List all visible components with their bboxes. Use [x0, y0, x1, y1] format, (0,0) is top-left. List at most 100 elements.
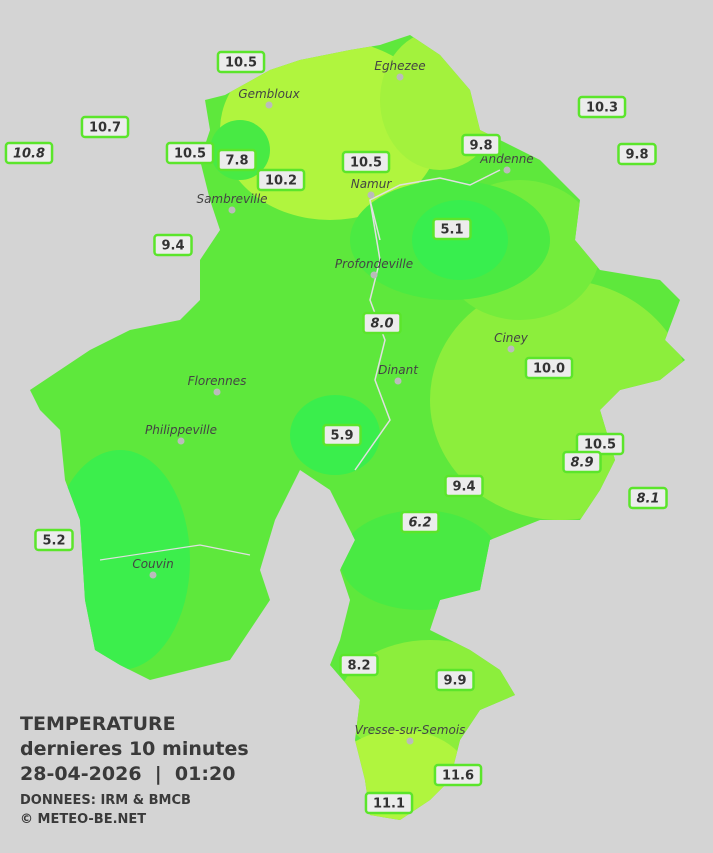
reading: 10.7 [80, 115, 130, 139]
reading: 10.5 [165, 141, 215, 165]
reading-value: 8.1 [636, 492, 659, 507]
reading: 8.1 [628, 486, 668, 510]
reading: 10.8 [4, 141, 54, 165]
city-label: Ciney [494, 331, 529, 345]
reading-box [4, 141, 54, 165]
reading-value: 10.2 [265, 174, 297, 189]
reading: 10.0 [524, 356, 574, 380]
reading-box [435, 668, 475, 692]
reading-box [432, 217, 472, 241]
reading-value: 7.8 [225, 154, 248, 169]
reading: 8.2 [339, 653, 379, 677]
reading-value: 5.1 [440, 223, 463, 238]
reading: 8.9 [562, 450, 602, 474]
reading: 10.5 [575, 432, 625, 456]
reading: 7.8 [217, 148, 257, 172]
reading-box [34, 528, 74, 552]
reading-box [364, 791, 414, 815]
city-label: Vresse-sur-Semois [355, 723, 466, 737]
reading: 9.4 [444, 474, 484, 498]
reading-box [628, 486, 668, 510]
city-dot [213, 388, 221, 396]
reading: 11.1 [364, 791, 414, 815]
reading: 10.5 [216, 50, 266, 74]
reading: 8.0 [362, 311, 402, 335]
reading-value: 10.7 [89, 121, 121, 136]
city-label: Eghezee [374, 59, 425, 73]
reading-value: 5.2 [42, 534, 65, 549]
city-dot [228, 206, 236, 214]
reading-value: 6.2 [408, 516, 431, 531]
reading-value: 10.5 [225, 56, 257, 71]
reading-box [256, 168, 306, 192]
reading-value: 10.5 [350, 156, 382, 171]
reading: 5.9 [322, 423, 362, 447]
city-dot [507, 345, 515, 353]
reading-box [80, 115, 130, 139]
reading-box [524, 356, 574, 380]
reading-value: 10.8 [13, 147, 45, 162]
reading-box [433, 763, 483, 787]
reading: 9.8 [617, 142, 657, 166]
reading: 10.3 [577, 95, 627, 119]
city-label: Philippeville [145, 423, 217, 437]
city-dot [503, 166, 511, 174]
city-label: Couvin [132, 557, 173, 571]
reading: 9.8 [461, 133, 501, 157]
river [354, 199, 391, 471]
reading-box [562, 450, 602, 474]
reading-value: 9.4 [161, 239, 184, 254]
reading-box [617, 142, 657, 166]
border-line [99, 544, 251, 561]
reading-value: 10.5 [174, 147, 206, 162]
reading-box [362, 311, 402, 335]
city-dot [396, 73, 404, 81]
reading: 6.2 [400, 510, 440, 534]
reading: 9.9 [435, 668, 475, 692]
reading: 10.2 [256, 168, 306, 192]
reading: 9.4 [153, 233, 193, 257]
reading: 11.6 [433, 763, 483, 787]
reading-value: 10.5 [584, 438, 616, 453]
reading-value: 11.6 [442, 769, 474, 784]
city-label: Florennes [188, 374, 247, 388]
reading-value: 5.9 [330, 429, 353, 444]
reading-value: 9.9 [443, 674, 466, 689]
reading-box [217, 148, 257, 172]
city-dot [265, 101, 273, 109]
legend-title: TEMPERATURE [20, 713, 176, 735]
legend-datetime: 28-04-2026 | 01:20 [20, 763, 235, 785]
reading-value: 9.4 [452, 480, 475, 495]
city-dot [406, 737, 414, 745]
city-label: Dinant [378, 363, 419, 377]
reading-box [444, 474, 484, 498]
readings: 10.5 10.7 10.8 10.5 7.8 10.2 10.5 9.8 10.3 9.8 9.4… [4, 50, 668, 815]
reading-box [216, 50, 266, 74]
reading-value: 8.0 [370, 317, 393, 332]
reading: 5.2 [34, 528, 74, 552]
city-dot [370, 271, 378, 279]
city-dot [149, 571, 157, 579]
reading-value: 9.8 [625, 148, 648, 163]
city-dot [177, 437, 185, 445]
reading: 10.5 [341, 150, 391, 174]
reading-box [577, 95, 627, 119]
reading-box [400, 510, 440, 534]
reading-value: 8.2 [347, 659, 370, 674]
legend-source: DONNEES: IRM & BMCB [20, 793, 191, 808]
city-label: Namur [351, 177, 393, 191]
reading: 5.1 [432, 217, 472, 241]
reading-value: 8.9 [570, 456, 593, 471]
city-dot [394, 377, 402, 385]
reading-box [341, 150, 391, 174]
legend-copyright: © METEO-BE.NET [20, 812, 146, 827]
reading-box [461, 133, 501, 157]
reading-box [165, 141, 215, 165]
city-dot [367, 191, 375, 199]
legend-subtitle: dernieres 10 minutes [20, 738, 249, 760]
city-label: Gembloux [238, 87, 300, 101]
city-label: Sambreville [196, 192, 267, 206]
reading-value: 9.8 [469, 139, 492, 154]
